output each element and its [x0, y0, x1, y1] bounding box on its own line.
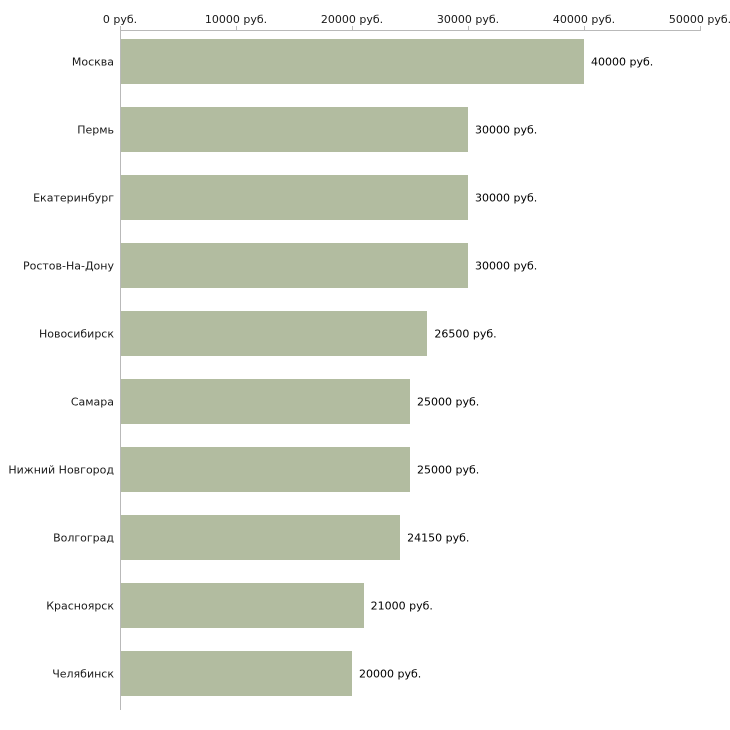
x-tick-label: 50000 руб.	[668, 13, 730, 26]
value-label: 30000 руб.	[475, 123, 538, 136]
value-label: 20000 руб.	[359, 667, 422, 680]
category-label: Челябинск	[52, 667, 114, 680]
x-axis-line	[120, 30, 701, 31]
category-label: Самара	[70, 395, 114, 408]
x-tick-mark	[120, 26, 121, 30]
x-tick-mark	[468, 26, 469, 30]
category-label: Новосибирск	[38, 327, 114, 340]
value-label: 40000 руб.	[591, 55, 654, 68]
x-tick-label: 40000 руб.	[552, 13, 616, 26]
x-tick-label: 20000 руб.	[320, 13, 384, 26]
x-tick-mark	[236, 26, 237, 30]
bar-10	[121, 651, 352, 696]
bar-1	[121, 39, 584, 84]
bar-3	[121, 175, 468, 220]
value-label: 24150 руб.	[407, 531, 470, 544]
x-tick-label: 10000 руб.	[204, 13, 268, 26]
y-axis-line	[120, 30, 121, 710]
value-label: 30000 руб.	[475, 191, 538, 204]
category-label: Москва	[71, 55, 114, 68]
value-label: 26500 руб.	[434, 327, 497, 340]
value-label: 21000 руб.	[370, 599, 433, 612]
x-tick-label: 0 руб.	[102, 13, 138, 26]
value-label: 25000 руб.	[417, 463, 480, 476]
x-tick-mark	[584, 26, 585, 30]
x-tick-mark	[352, 26, 353, 30]
bar-4	[121, 243, 468, 288]
bar-6	[121, 379, 410, 424]
value-label: 25000 руб.	[417, 395, 480, 408]
category-label: Пермь	[77, 123, 114, 136]
x-tick-mark	[700, 26, 701, 30]
bar-2	[121, 107, 468, 152]
category-label: Нижний Новгород	[8, 463, 114, 476]
bar-7	[121, 447, 410, 492]
bar-8	[121, 515, 401, 560]
x-tick-label: 30000 руб.	[436, 13, 500, 26]
category-label: Волгоград	[53, 531, 114, 544]
category-label: Ростов-На-Дону	[22, 259, 114, 272]
category-label: Красноярск	[46, 599, 114, 612]
category-label: Екатеринбург	[33, 191, 114, 204]
value-label: 30000 руб.	[475, 259, 538, 272]
bar-9	[121, 583, 364, 628]
bar-5	[121, 311, 428, 356]
